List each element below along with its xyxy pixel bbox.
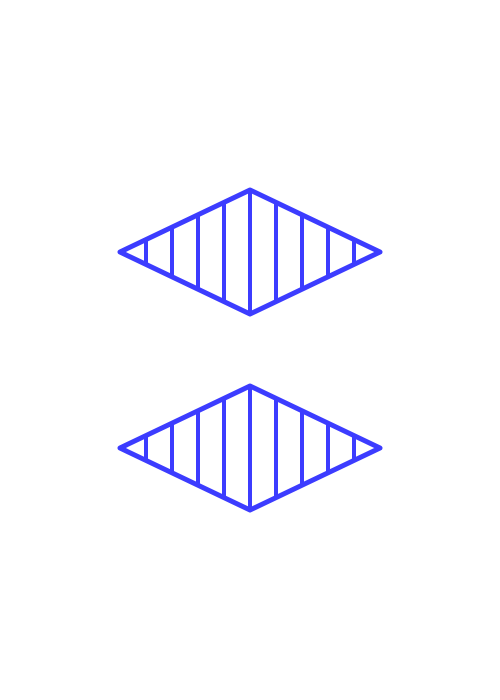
- diamond-stripes: [120, 386, 380, 510]
- diamond-symbol: [117, 383, 383, 513]
- diamond-outline: [117, 187, 383, 317]
- diamond-outline: [117, 383, 383, 513]
- diamond-symbol: [117, 187, 383, 317]
- diamond-stripes: [120, 190, 380, 314]
